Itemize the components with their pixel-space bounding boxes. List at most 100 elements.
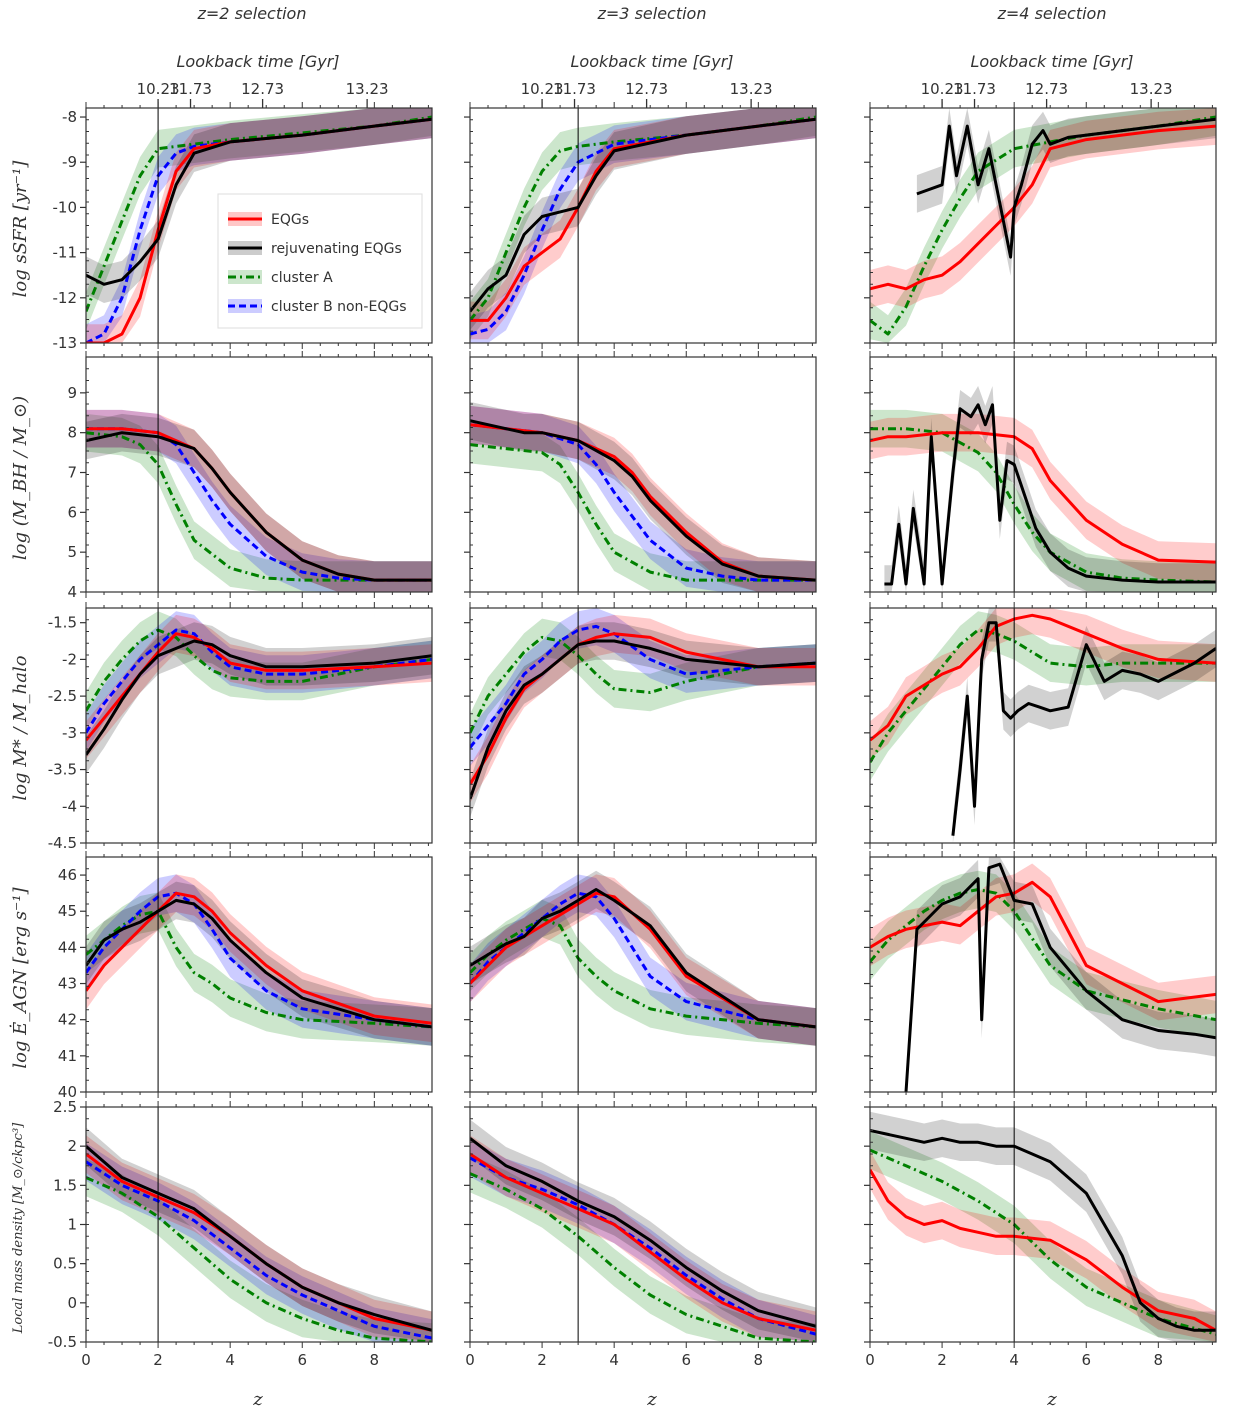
- column-title-1: z=2 selection: [197, 4, 307, 23]
- band-rejuv-r1-c1: [86, 108, 432, 303]
- y-tick-label: 43: [58, 975, 77, 993]
- band-clusterB-r5-c1: [86, 1143, 432, 1342]
- band-eqg-r1-c3: [870, 108, 1216, 308]
- y-tick-label: 7: [67, 464, 77, 482]
- line-rejuv-r1-c1: [86, 117, 432, 286]
- y-tick-label: -4.5: [48, 834, 77, 852]
- column-title-3: z=4 selection: [997, 4, 1107, 23]
- panel-r3-c1: -4.5 -4 -3.5 -3 -2.5 -2 -1.5: [48, 602, 433, 852]
- band-clusterA-r5-c3: [870, 1131, 1216, 1342]
- top-tick-label: 11.73: [169, 80, 212, 98]
- top-axis-label-1: Lookback time [Gyr]: [176, 52, 339, 71]
- line-clusterA-r5-c2: [470, 1172, 816, 1342]
- top-tick-label: 13.23: [730, 80, 773, 98]
- band-clusterB-r2-c2: [470, 405, 816, 592]
- top-axis-label-3: Lookback time [Gyr]: [970, 52, 1133, 71]
- y-tick-label: 4: [67, 583, 77, 601]
- legend-label-eqg: EQGs: [271, 212, 309, 228]
- band-clusterA-r2-c2: [470, 425, 816, 592]
- y-tick-label: 42: [58, 1011, 77, 1029]
- band-clusterB-r1-c2: [470, 108, 816, 343]
- line-eqg-r2-c3: [870, 431, 1216, 564]
- top-tick-label: 11.73: [553, 80, 596, 98]
- x-tick-label: 0: [81, 1351, 91, 1369]
- y-tick-label: 46: [58, 866, 77, 884]
- y-tick-label: 1: [67, 1216, 77, 1234]
- y-tick-label: -13: [53, 334, 78, 352]
- y-tick-label: 5: [67, 543, 77, 561]
- y-tick-label: 2.5: [53, 1098, 77, 1116]
- line-rejuv-r5-c1: [86, 1145, 432, 1332]
- band-clusterB-r4-c1: [86, 874, 432, 1046]
- panel-r5-c2: 0 2 4 6 8: [464, 1101, 817, 1369]
- column-title-2: z=3 selection: [597, 4, 707, 23]
- line-rejuv-r4-c3: [904, 862, 1216, 1092]
- legend-entry-rejuv: rejuvenating EQGs: [228, 241, 402, 257]
- x-tick-label: 2: [153, 1351, 163, 1369]
- panel-r4-c3: [864, 851, 1217, 1098]
- band-clusterA-r4-c2: [470, 899, 816, 1046]
- y-tick-label: 8: [67, 424, 77, 442]
- x-axis-label-3: z: [1046, 1389, 1057, 1410]
- x-tick-label: 4: [1009, 1351, 1019, 1369]
- line-rejuv-r3-c1: [86, 639, 432, 756]
- line-clusterB-r5-c2: [470, 1156, 816, 1336]
- band-rejuv-r3-c3: [952, 608, 1216, 843]
- line-clusterA-r2-c2: [470, 443, 816, 582]
- legend-label-rejuv: rejuvenating EQGs: [271, 241, 402, 257]
- line-clusterA-r4-c1: [86, 909, 432, 1029]
- y-tick-label: -11: [53, 244, 78, 262]
- top-tick-label: 13.23: [346, 80, 389, 98]
- x-tick-label: 4: [225, 1351, 235, 1369]
- legend-entry-cluster-b: cluster B non-EQGs: [228, 299, 407, 315]
- line-clusterA-r5-c1: [86, 1176, 432, 1342]
- panel-r4-c1: 40 41 42 43 44 45 46: [58, 851, 433, 1101]
- band-clusterB-r3-c2: [470, 608, 816, 767]
- band-eqg-r4-c3: [870, 863, 1216, 1021]
- y-tick-label: -3: [62, 724, 77, 742]
- line-eqg-r5-c2: [470, 1152, 816, 1332]
- x-axis-label-2: z: [646, 1389, 657, 1410]
- y-tick-label: -1.5: [48, 614, 77, 632]
- band-eqg-r5-c3: [870, 1150, 1216, 1342]
- y-axis-label-ssfr: log sSFR [yr⁻¹]: [10, 160, 31, 298]
- y-tick-label: 44: [58, 938, 77, 956]
- line-rejuv-r2-c2: [470, 419, 816, 582]
- line-clusterB-r3-c2: [470, 624, 816, 749]
- band-clusterA-r1-c1: [86, 108, 432, 331]
- y-tick-label: -3.5: [48, 761, 77, 779]
- top-axis-label-2: Lookback time [Gyr]: [570, 52, 733, 71]
- x-axis-label-1: z: [252, 1389, 263, 1410]
- top-tick-label: 10.23: [521, 80, 564, 98]
- x-tick-label: 0: [865, 1351, 875, 1369]
- line-rejuv-r1-c2: [470, 117, 816, 313]
- top-tick-label: 12.73: [241, 80, 284, 98]
- line-clusterB-r3-c1: [86, 628, 432, 734]
- top-tick-label: 12.73: [625, 80, 668, 98]
- y-tick-label: -9: [62, 153, 77, 171]
- line-eqg-r3-c1: [86, 632, 432, 742]
- x-tick-label: 0: [465, 1351, 475, 1369]
- y-axis-label-mbh: log (M_BH / M_⊙): [10, 396, 31, 560]
- band-clusterA-r3-c3: [870, 611, 1216, 781]
- y-axis-label-mstar-mhalo: log M* / M_halo: [10, 655, 31, 800]
- panel-r2-c3: [864, 351, 1217, 598]
- band-clusterB-r3-c1: [86, 611, 432, 752]
- band-eqg-r3-c3: [870, 608, 1216, 759]
- y-tick-label: 45: [58, 902, 77, 920]
- line-eqg-r4-c1: [86, 891, 432, 1025]
- top-tick-label: 12.73: [1025, 80, 1068, 98]
- band-rejuv-r3-c1: [86, 622, 432, 774]
- y-axis-label-eagn: log Ė_AGN [erg s⁻¹]: [8, 886, 31, 1068]
- band-clusterB-r2-c1: [86, 409, 432, 592]
- band-clusterA-r1-c3: [870, 108, 1216, 343]
- band-rejuv-r1-c3: [916, 108, 1216, 276]
- y-tick-label: -2.5: [48, 687, 77, 705]
- line-rejuv-r4-c1: [86, 898, 432, 1029]
- line-rejuv-r5-c2: [470, 1137, 816, 1328]
- x-tick-label: 4: [609, 1351, 619, 1369]
- top-tick-label: 10.23: [921, 80, 964, 98]
